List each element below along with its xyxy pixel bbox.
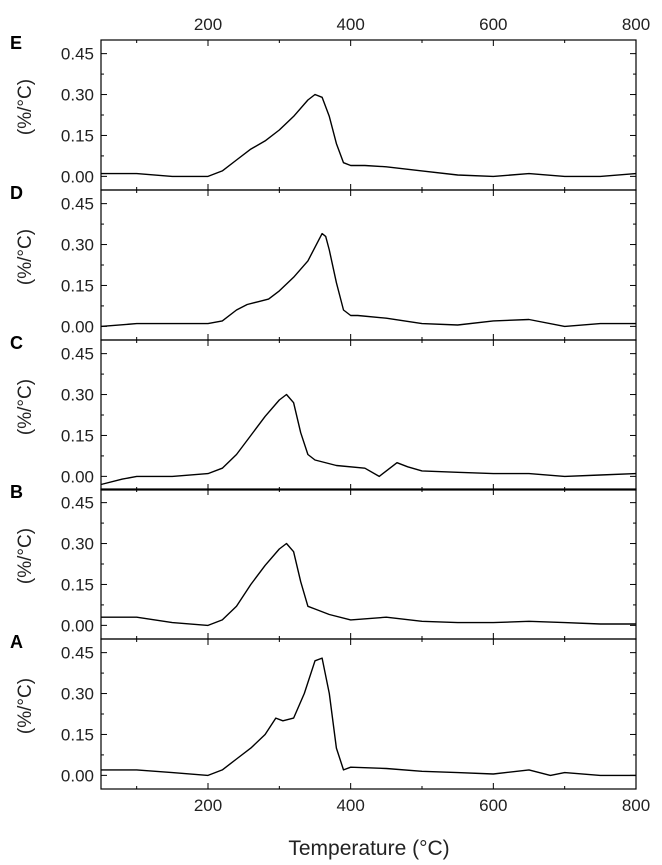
y-axis-label: (%/°C) (15, 229, 36, 285)
x-axis-label: Temperature (°C) (288, 837, 449, 860)
y-tick-label: 0.15 (61, 426, 94, 445)
panel-letter: E (10, 33, 22, 53)
y-tick-label: 0.45 (61, 644, 94, 663)
panel-c: 0.00 0.15 0.30 0.45 C (%/°C) (10, 333, 637, 491)
top-x-axis: 200 400 600 800 (194, 15, 650, 34)
series-line-c (100, 393, 637, 486)
y-axis-label: (%/°C) (15, 678, 36, 734)
y-tick-label: 0.30 (61, 86, 94, 105)
panel-b: 0.00 0.15 0.30 0.45 B (%/°C) (10, 482, 637, 640)
x-tick-label: 200 (194, 796, 222, 815)
y-tick-label: 0.45 (61, 494, 94, 513)
panel-a: 0.00 0.15 0.30 0.45 A (%/°C) (10, 632, 637, 790)
top-x-tick-label: 800 (622, 15, 650, 34)
top-x-tick-label: 600 (479, 15, 507, 34)
series-line-a (101, 657, 636, 777)
bottom-x-axis: 200 400 600 800 (194, 796, 650, 815)
y-tick-label: 0.30 (61, 386, 94, 405)
x-tick-label: 600 (479, 796, 507, 815)
y-tick-label: 0.00 (61, 766, 94, 785)
panel-frame (100, 339, 637, 491)
y-tick-label: 0.30 (61, 236, 94, 255)
panel-d: 0.00 0.15 0.30 0.45 D (%/°C) (10, 183, 637, 341)
y-tick-label: 0.00 (61, 167, 94, 186)
panel-letter: A (10, 632, 23, 652)
y-tick-label: 0.30 (61, 685, 94, 704)
panel-frame (100, 488, 637, 640)
y-tick-label: 0.15 (61, 725, 94, 744)
y-tick-label: 0.00 (61, 317, 94, 336)
panel-letter: B (10, 482, 23, 502)
x-tick-label: 800 (622, 796, 650, 815)
y-tick-label: 0.15 (61, 126, 94, 145)
top-x-tick-label: 200 (194, 15, 222, 34)
series-line-d (100, 232, 636, 328)
y-tick-label: 0.00 (61, 616, 94, 635)
y-tick-label: 0.15 (61, 575, 94, 594)
panel-e: 0.00 0.15 0.30 0.45 E (%/°C) (10, 33, 637, 191)
y-tick-label: 0.45 (61, 195, 94, 214)
y-axis-label: (%/°C) (15, 79, 36, 135)
series-line-e (101, 93, 637, 178)
y-tick-label: 0.15 (61, 276, 94, 295)
panel-letter: D (10, 183, 23, 203)
y-tick-label: 0.45 (61, 345, 94, 364)
panel-frame (100, 638, 637, 790)
series-line-b (101, 542, 636, 627)
y-axis-label: (%/°C) (15, 379, 36, 435)
y-tick-label: 0.45 (61, 45, 94, 64)
x-tick-label: 400 (336, 796, 364, 815)
y-tick-label: 0.00 (61, 467, 94, 486)
y-tick-label: 0.30 (61, 535, 94, 554)
panel-letter: C (10, 333, 23, 353)
chart-panels: 0.00 0.15 0.30 0.45 E (%/°C) 0.00 0.15 0.30 0.45 D… (10, 33, 637, 790)
panel-frame (100, 39, 637, 191)
top-x-tick-label: 400 (336, 15, 364, 34)
y-axis-label: (%/°C) (15, 528, 36, 584)
panel-frame (100, 189, 637, 341)
